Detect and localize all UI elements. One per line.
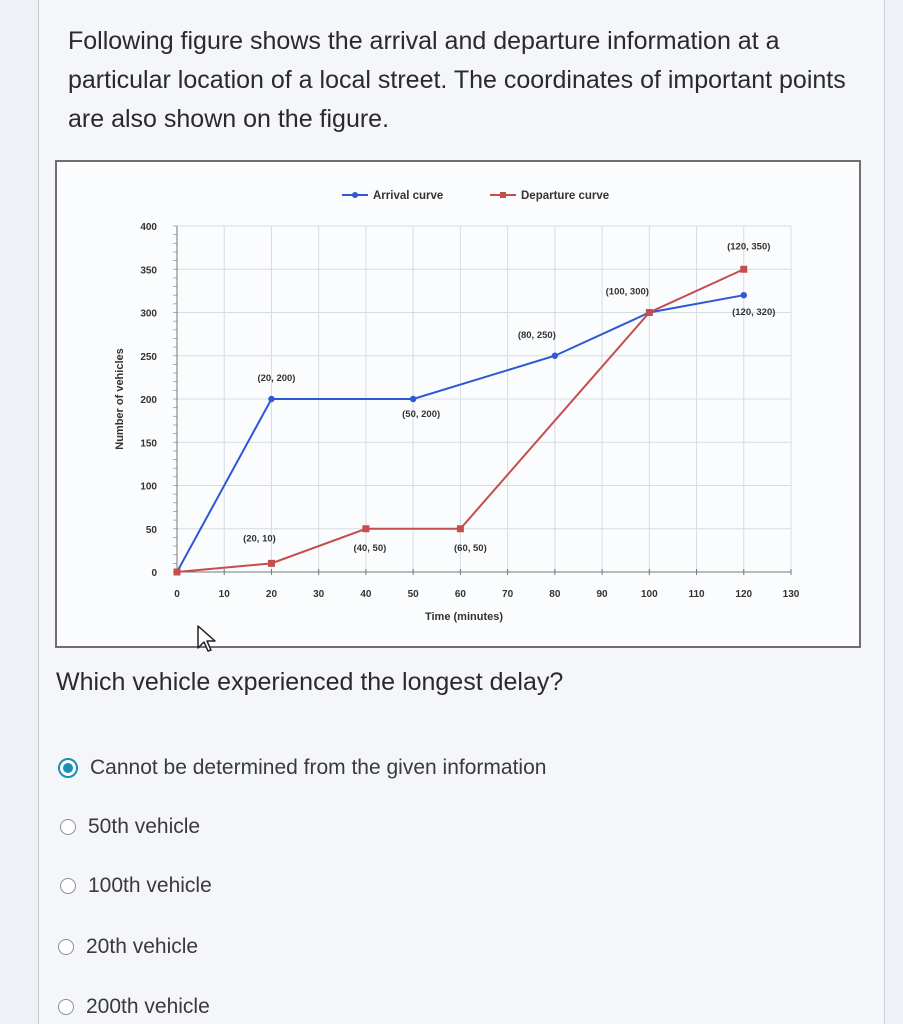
departure-point	[740, 265, 748, 273]
x-tick-label: 70	[502, 589, 514, 600]
departure-point	[173, 568, 181, 576]
x-tick-label: 30	[313, 589, 325, 600]
x-tick-label: 130	[783, 589, 800, 600]
option-50th-vehicle[interactable]: 50th vehicle	[60, 815, 200, 839]
departure-point	[456, 525, 464, 533]
x-tick-label: 120	[735, 589, 752, 600]
radio-icon[interactable]	[60, 819, 76, 835]
option-20th-vehicle[interactable]: 20th vehicle	[58, 935, 198, 959]
option-label: 100th vehicle	[88, 874, 212, 897]
arrival-departure-chart: 0 10 20 30 40 50 60 70 80 90 100 110 120 130 0 50 100 150…	[114, 190, 800, 623]
data-point-label: (100, 300)	[606, 287, 649, 298]
arrival-point	[268, 395, 275, 403]
legend-marker	[352, 192, 358, 198]
option-label: 20th vehicle	[86, 935, 199, 958]
arrival-point	[551, 352, 559, 359]
data-point-label: (80, 250)	[518, 330, 556, 341]
departure-curve-line	[176, 268, 745, 573]
data-point-label: (20, 200)	[257, 373, 295, 384]
x-tick-label: 60	[455, 589, 467, 600]
option-label: Cannot be determined from the given info…	[90, 756, 547, 779]
option-cannot-be-determined[interactable]: Cannot be determined from the given info…	[58, 756, 546, 780]
y-tick-label: 400	[140, 222, 157, 233]
y-tick-label: 150	[140, 438, 157, 449]
radio-icon[interactable]	[58, 999, 74, 1015]
chart-figure: 0 10 20 30 40 50 60 70 80 90 100 110 120 130 0 50 100 150…	[55, 160, 861, 648]
x-tick-label: 20	[266, 589, 278, 600]
departure-point	[362, 525, 370, 533]
radio-icon[interactable]	[60, 878, 76, 894]
x-axis-title: Time (minutes)	[425, 611, 503, 623]
data-point-label: (40, 50)	[354, 543, 387, 554]
question-prompt: Which vehicle experienced the longest de…	[56, 668, 564, 696]
legend-label: Arrival curve	[373, 190, 443, 202]
arrival-point	[409, 395, 417, 403]
data-point-label: (60, 50)	[454, 543, 487, 554]
departure-point	[645, 309, 653, 316]
data-point-label: (120, 320)	[732, 307, 775, 318]
x-tick-label: 50	[408, 589, 420, 600]
option-100th-vehicle[interactable]: 100th vehicle	[60, 874, 212, 898]
x-tick-label: 110	[688, 589, 705, 600]
x-tick-label: 10	[219, 589, 231, 600]
x-tick-label: 40	[360, 589, 372, 600]
legend-marker	[500, 192, 506, 198]
y-tick-label: 300	[140, 309, 157, 320]
y-tick-label: 100	[140, 482, 157, 493]
radio-selected-icon[interactable]	[58, 758, 78, 778]
option-200th-vehicle[interactable]: 200th vehicle	[58, 995, 210, 1019]
data-point-label: (20, 10)	[243, 533, 276, 544]
legend-label: Departure curve	[521, 190, 609, 202]
radio-icon[interactable]	[58, 939, 74, 955]
y-tick-label: 50	[146, 525, 158, 536]
y-tick-label: 350	[140, 265, 157, 276]
x-tick-label: 80	[549, 589, 561, 600]
arrival-point	[740, 292, 747, 299]
option-label: 50th vehicle	[88, 815, 201, 838]
x-tick-label: 90	[597, 589, 609, 600]
y-tick-label: 0	[151, 568, 157, 579]
mouse-cursor-icon	[197, 625, 216, 652]
y-axis-title: Number of vehicles	[114, 348, 126, 449]
data-point-label: (50, 200)	[402, 409, 440, 420]
question-text: Following figure shows the arrival and d…	[68, 27, 846, 133]
y-tick-label: 250	[140, 352, 157, 363]
x-tick-label: 100	[641, 589, 658, 600]
arrival-curve-line	[176, 294, 744, 573]
data-point-label: (120, 350)	[727, 241, 770, 252]
y-tick-label: 200	[140, 395, 157, 406]
x-tick-label: 0	[174, 589, 180, 600]
option-label: 200th vehicle	[86, 995, 210, 1018]
departure-point	[267, 559, 275, 567]
